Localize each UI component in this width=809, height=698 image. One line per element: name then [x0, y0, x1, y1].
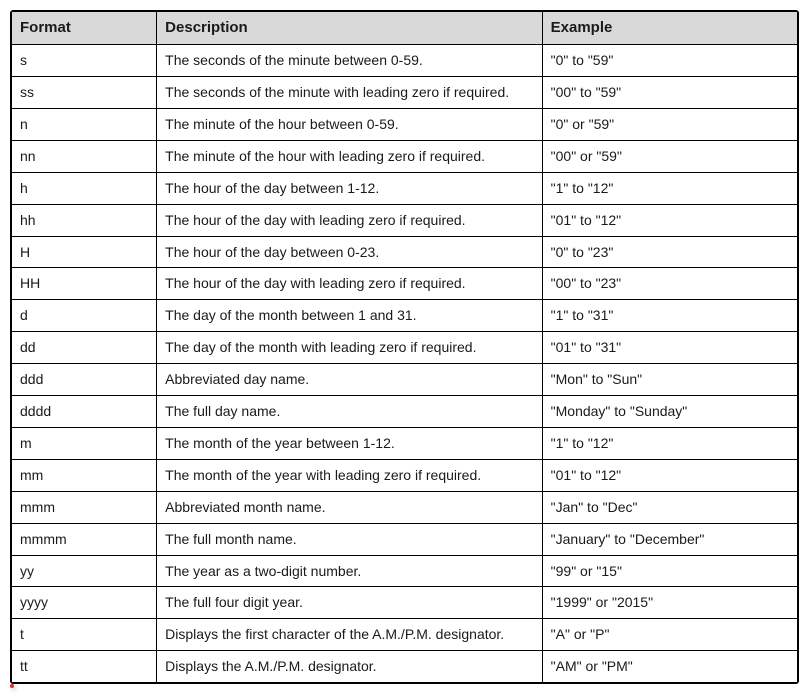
cell-format: hh: [12, 204, 157, 236]
cell-description: Abbreviated month name.: [157, 491, 542, 523]
table-row: HHThe hour of the day with leading zero …: [12, 268, 798, 300]
cell-description: The minute of the hour with leading zero…: [157, 140, 542, 172]
cell-format: m: [12, 427, 157, 459]
cell-format: d: [12, 300, 157, 332]
format-table: Format Description Example sThe seconds …: [11, 11, 798, 683]
cell-description: The year as a two-digit number.: [157, 555, 542, 587]
cell-example: "99" or "15": [542, 555, 797, 587]
cell-description: The month of the year between 1-12.: [157, 427, 542, 459]
table-row: HThe hour of the day between 0-23."0" to…: [12, 236, 798, 268]
cell-format: mm: [12, 459, 157, 491]
col-header-example: Example: [542, 12, 797, 45]
table-row: dThe day of the month between 1 and 31."…: [12, 300, 798, 332]
cell-description: The month of the year with leading zero …: [157, 459, 542, 491]
table-row: ddThe day of the month with leading zero…: [12, 332, 798, 364]
cell-description: The hour of the day with leading zero if…: [157, 204, 542, 236]
cell-description: The full month name.: [157, 523, 542, 555]
cell-description: The seconds of the minute with leading z…: [157, 77, 542, 109]
cell-description: The day of the month between 1 and 31.: [157, 300, 542, 332]
cell-format: ss: [12, 77, 157, 109]
table-row: mThe month of the year between 1-12."1" …: [12, 427, 798, 459]
cell-example: "January" to "December": [542, 523, 797, 555]
table-body: sThe seconds of the minute between 0-59.…: [12, 45, 798, 683]
cell-format: nn: [12, 140, 157, 172]
format-table-wrap: Format Description Example sThe seconds …: [10, 10, 799, 684]
cell-example: "0" to "59": [542, 45, 797, 77]
table-row: nThe minute of the hour between 0-59."0"…: [12, 109, 798, 141]
table-row: ddddThe full day name."Monday" to "Sunda…: [12, 396, 798, 428]
table-row: mmmAbbreviated month name."Jan" to "Dec": [12, 491, 798, 523]
cell-format: tt: [12, 651, 157, 683]
cell-format: n: [12, 109, 157, 141]
cell-format: s: [12, 45, 157, 77]
cell-example: "Jan" to "Dec": [542, 491, 797, 523]
cell-format: HH: [12, 268, 157, 300]
table-row: hhThe hour of the day with leading zero …: [12, 204, 798, 236]
cell-description: The full day name.: [157, 396, 542, 428]
cell-example: "Mon" to "Sun": [542, 364, 797, 396]
col-header-format: Format: [12, 12, 157, 45]
cell-format: ddd: [12, 364, 157, 396]
cell-example: "01" to "12": [542, 459, 797, 491]
table-row: hThe hour of the day between 1-12."1" to…: [12, 172, 798, 204]
cell-description: Abbreviated day name.: [157, 364, 542, 396]
cell-example: "1" to "12": [542, 427, 797, 459]
cell-description: The full four digit year.: [157, 587, 542, 619]
table-row: nnThe minute of the hour with leading ze…: [12, 140, 798, 172]
cell-description: The hour of the day between 0-23.: [157, 236, 542, 268]
table-row: sThe seconds of the minute between 0-59.…: [12, 45, 798, 77]
table-row: yyyyThe full four digit year."1999" or "…: [12, 587, 798, 619]
cell-format: mmm: [12, 491, 157, 523]
cell-format: t: [12, 619, 157, 651]
cell-example: "Monday" to "Sunday": [542, 396, 797, 428]
cell-example: "1" to "12": [542, 172, 797, 204]
cell-description: The minute of the hour between 0-59.: [157, 109, 542, 141]
cell-example: "0" to "23": [542, 236, 797, 268]
cell-format: mmmm: [12, 523, 157, 555]
cell-example: "AM" or "PM": [542, 651, 797, 683]
cell-format: H: [12, 236, 157, 268]
cell-format: yyyy: [12, 587, 157, 619]
cell-description: The day of the month with leading zero i…: [157, 332, 542, 364]
cell-format: yy: [12, 555, 157, 587]
cell-example: "1" to "31": [542, 300, 797, 332]
cell-example: "00" to "59": [542, 77, 797, 109]
cell-example: "A" or "P": [542, 619, 797, 651]
cell-example: "01" to "31": [542, 332, 797, 364]
table-container: Format Description Example sThe seconds …: [10, 10, 799, 684]
cell-example: "00" to "23": [542, 268, 797, 300]
table-header: Format Description Example: [12, 12, 798, 45]
cell-format: dddd: [12, 396, 157, 428]
table-row: ttDisplays the A.M./P.M. designator."AM"…: [12, 651, 798, 683]
header-row: Format Description Example: [12, 12, 798, 45]
table-row: mmmmThe full month name."January" to "De…: [12, 523, 798, 555]
cell-example: "00" or "59": [542, 140, 797, 172]
table-row: tDisplays the first character of the A.M…: [12, 619, 798, 651]
col-header-description: Description: [157, 12, 542, 45]
cell-description: Displays the A.M./P.M. designator.: [157, 651, 542, 683]
table-row: mmThe month of the year with leading zer…: [12, 459, 798, 491]
cell-description: Displays the first character of the A.M.…: [157, 619, 542, 651]
table-row: ssThe seconds of the minute with leading…: [12, 77, 798, 109]
cell-description: The hour of the day between 1-12.: [157, 172, 542, 204]
cell-format: dd: [12, 332, 157, 364]
cell-example: "0" or "59": [542, 109, 797, 141]
cell-format: h: [12, 172, 157, 204]
highlight-overlay: [10, 684, 14, 688]
table-row: dddAbbreviated day name."Mon" to "Sun": [12, 364, 798, 396]
cell-example: "1999" or "2015": [542, 587, 797, 619]
table-row: yyThe year as a two-digit number."99" or…: [12, 555, 798, 587]
cell-description: The seconds of the minute between 0-59.: [157, 45, 542, 77]
cell-description: The hour of the day with leading zero if…: [157, 268, 542, 300]
cell-example: "01" to "12": [542, 204, 797, 236]
